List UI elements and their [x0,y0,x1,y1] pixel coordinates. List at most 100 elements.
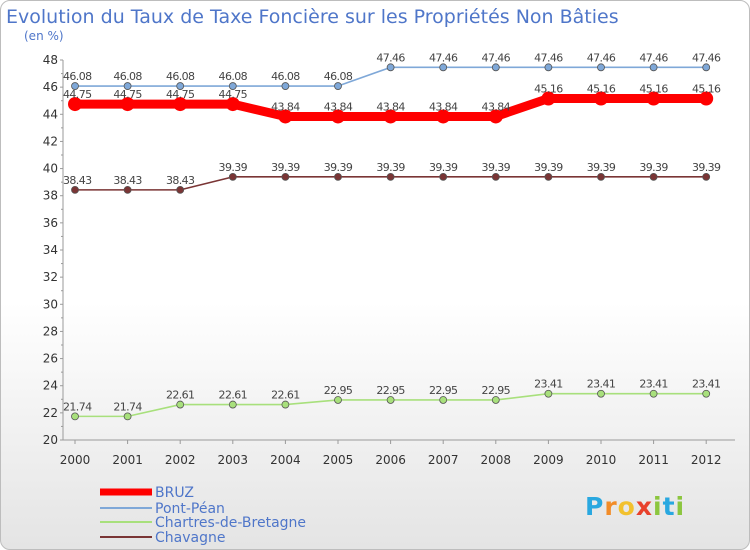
data-label: 44.75 [63,88,92,101]
y-tick-label: 28 [43,324,58,338]
data-point [541,91,556,106]
y-tick-label: 24 [43,379,58,393]
data-label: 22.61 [219,389,248,402]
data-point [176,82,185,90]
data-label: 47.46 [429,51,458,64]
data-label: 47.46 [482,51,511,64]
data-label: 43.84 [376,100,405,113]
data-point [123,185,132,194]
data-point [120,97,135,112]
x-tick-label: 2011 [638,453,669,467]
data-label: 39.39 [324,161,353,174]
x-tick-label: 2007 [428,453,459,467]
data-point [123,412,132,421]
data-point [281,172,290,181]
data-point [386,172,395,181]
data-point [334,172,342,181]
data-label: 22.95 [376,384,405,397]
data-label: 22.95 [482,384,511,397]
data-point [228,82,237,90]
legend: BRUZPont-PéanChartres-de-BretagneChavagn… [100,485,306,546]
chart-title: Evolution du Taux de Taxe Foncière sur l… [6,6,619,28]
data-point [439,396,448,404]
data-label: 22.95 [429,384,458,397]
data-point [123,82,132,90]
data-label: 44.75 [113,88,142,101]
series-layer: 46.08 46.08 46.08 46.08 46.08 46.08 47.46 47.46… [63,51,722,421]
data-label: 21.74 [63,400,92,413]
data-label: 47.46 [639,51,668,64]
data-label: 45.16 [639,83,668,96]
x-tick-label: 2005 [323,453,354,467]
data-label: 47.46 [587,51,616,64]
data-label: 43.84 [429,100,458,113]
x-tick-label: 2004 [270,453,301,467]
data-label: 47.46 [534,51,563,64]
series-chartres-de-bretagne: 21.74 21.74 22.61 22.61 22.61 22.95 22.95 22.95… [63,378,721,421]
x-tick-label: 2009 [533,453,564,467]
data-point [331,109,345,124]
data-point [544,63,553,72]
data-point [173,97,188,112]
data-label: 39.39 [271,161,300,174]
data-label: 46.08 [63,70,92,83]
series-bruz: 44.75 44.75 44.75 44.75 43.84 43.84 43.84 43.84… [63,83,722,124]
data-label: 38.43 [113,174,142,187]
data-label: 43.84 [324,100,353,113]
data-label: 39.39 [692,161,721,174]
logo-letter: P [585,492,605,521]
data-point [491,396,500,404]
x-tick-label: 2001 [112,453,143,467]
data-point [649,389,658,398]
data-label: 44.75 [166,88,195,101]
x-tick-label: 2006 [375,453,406,467]
logo-letter: i [653,492,663,521]
data-point [71,412,79,421]
data-point [491,63,500,72]
data-point [334,82,342,90]
data-point [699,91,714,106]
data-label: 39.39 [534,161,563,174]
data-point [649,63,658,72]
data-label: 23.41 [534,378,563,391]
y-tick-label: 20 [43,433,58,447]
data-label: 44.75 [219,88,248,101]
logo-letter: x [635,492,653,521]
data-label: 39.39 [639,161,668,174]
data-label: 38.43 [63,174,92,187]
data-point [702,63,711,72]
data-label: 39.39 [482,161,511,174]
data-point [646,91,661,106]
data-point [597,63,605,72]
legend-item: Pont-Péan [100,501,225,517]
data-point [225,97,240,112]
data-label: 46.08 [113,70,142,83]
legend-item: Chavagne [100,530,225,546]
x-tick-label: 2012 [691,453,722,467]
data-label: 46.08 [324,70,353,83]
legend-item: BRUZ [100,485,194,501]
data-label: 23.41 [587,378,616,391]
x-tick-label: 2003 [218,453,249,467]
x-tick-label: 2008 [481,453,512,467]
data-label: 43.84 [482,100,511,113]
data-label: 23.41 [692,378,721,391]
x-tick-label: 2002 [165,453,196,467]
data-point [597,389,605,398]
data-label: 39.39 [587,161,616,174]
y-tick-label: 32 [43,270,58,284]
data-point [386,63,395,72]
data-point [702,389,711,398]
data-point [228,172,237,181]
data-label: 46.08 [219,70,248,83]
data-point [281,82,290,90]
data-point [176,400,185,409]
data-label: 39.39 [376,161,405,174]
data-label: 38.43 [166,174,195,187]
data-point [281,400,290,409]
data-point [436,109,451,124]
proxiti-logo: Proxiti [585,492,685,521]
series-chavagne: 38.43 38.43 38.43 39.39 39.39 39.39 39.39 39.39… [63,161,722,194]
